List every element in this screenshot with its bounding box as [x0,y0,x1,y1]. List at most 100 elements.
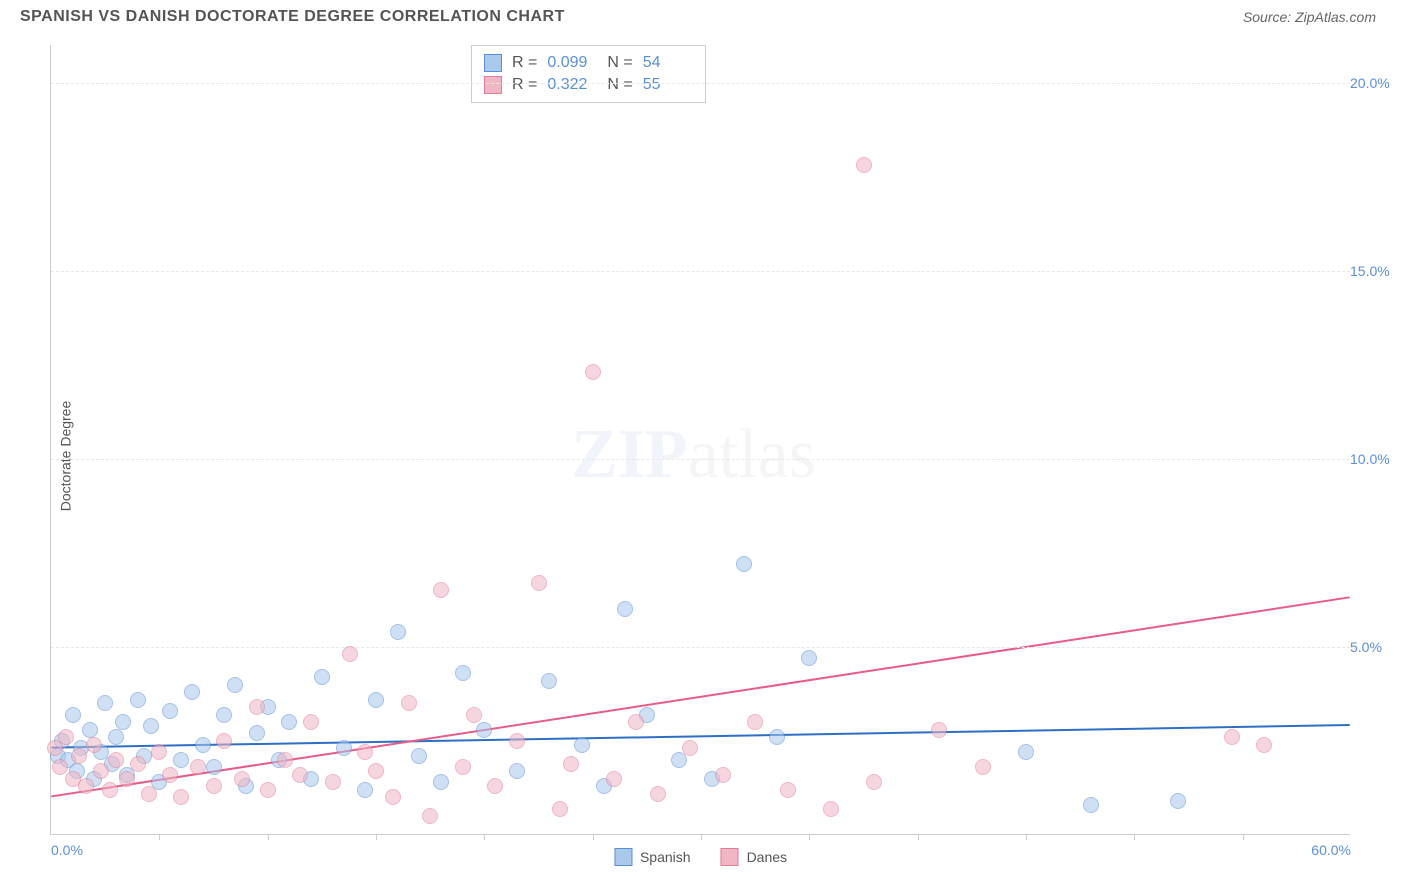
scatter-point [823,801,839,817]
x-tick-mark [701,834,702,840]
x-tick-mark [918,834,919,840]
scatter-point [102,782,118,798]
stats-n-spanish: 54 [643,54,693,72]
scatter-point [455,759,471,775]
scatter-point [617,601,633,617]
x-tick-mark [484,834,485,840]
scatter-point [531,575,547,591]
scatter-point [162,767,178,783]
scatter-point [162,703,178,719]
x-tick-mark [1134,834,1135,840]
scatter-point [650,786,666,802]
y-tick-label: 5.0% [1350,639,1400,655]
scatter-point [736,556,752,572]
scatter-point [234,771,250,787]
y-tick-label: 15.0% [1350,263,1400,279]
scatter-point [65,707,81,723]
scatter-point [801,650,817,666]
scatter-point [249,725,265,741]
scatter-point [130,756,146,772]
legend-swatch-danes [721,848,739,866]
scatter-point [585,364,601,380]
scatter-point [541,673,557,689]
scatter-point [780,782,796,798]
scatter-point [216,733,232,749]
scatter-point [206,759,222,775]
scatter-point [1170,793,1186,809]
scatter-point [130,692,146,708]
plot-area: ZIPatlas R = 0.099 N = 54 R = 0.322 N = … [50,45,1350,835]
scatter-point [173,752,189,768]
stats-swatch-danes [484,76,502,94]
legend-label-danes: Danes [747,849,787,865]
scatter-point [141,786,157,802]
scatter-point [86,737,102,753]
scatter-point [1018,744,1034,760]
scatter-point [206,778,222,794]
scatter-point [71,748,87,764]
scatter-point [385,789,401,805]
scatter-point [411,748,427,764]
scatter-point [108,752,124,768]
scatter-point [260,782,276,798]
stats-swatch-spanish [484,54,502,72]
x-tick-mark [1243,834,1244,840]
stats-r-label: R = [512,54,537,72]
scatter-point [249,699,265,715]
scatter-point [357,782,373,798]
scatter-point [433,774,449,790]
scatter-point [769,729,785,745]
scatter-point [303,714,319,730]
scatter-point [93,763,109,779]
legend-item-spanish: Spanish [614,848,691,866]
scatter-point [747,714,763,730]
scatter-point [1224,729,1240,745]
scatter-point [628,714,644,730]
x-tick-mark [1026,834,1027,840]
scatter-point [108,729,124,745]
scatter-point [325,774,341,790]
scatter-point [466,707,482,723]
scatter-point [336,740,352,756]
x-tick-mark [159,834,160,840]
stats-r-danes: 0.322 [547,76,597,94]
scatter-point [314,669,330,685]
scatter-point [115,714,131,730]
gridline [51,647,1350,648]
scatter-point [606,771,622,787]
scatter-point [184,684,200,700]
scatter-point [931,722,947,738]
trend-lines-svg [51,45,1350,834]
scatter-point [143,718,159,734]
gridline [51,83,1350,84]
scatter-point [82,722,98,738]
scatter-point [173,789,189,805]
stats-n-label: N = [607,76,632,94]
legend-swatch-spanish [614,848,632,866]
scatter-point [151,744,167,760]
scatter-point [422,808,438,824]
scatter-point [78,778,94,794]
scatter-point [975,759,991,775]
scatter-point [190,759,206,775]
scatter-point [195,737,211,753]
scatter-point [277,752,293,768]
scatter-point [563,756,579,772]
scatter-point [682,740,698,756]
scatter-point [390,624,406,640]
scatter-point [97,695,113,711]
trend-line [51,597,1349,796]
scatter-point [476,722,492,738]
scatter-point [357,744,373,760]
watermark-rest: atlas [688,416,816,493]
chart-container: Doctorate Degree ZIPatlas R = 0.099 N = … [0,30,1406,882]
scatter-point [216,707,232,723]
watermark: ZIPatlas [571,415,816,495]
y-tick-label: 10.0% [1350,451,1400,467]
trend-line [51,725,1349,748]
scatter-point [368,692,384,708]
scatter-point [368,763,384,779]
scatter-point [1256,737,1272,753]
stats-n-danes: 55 [643,76,693,94]
gridline [51,271,1350,272]
